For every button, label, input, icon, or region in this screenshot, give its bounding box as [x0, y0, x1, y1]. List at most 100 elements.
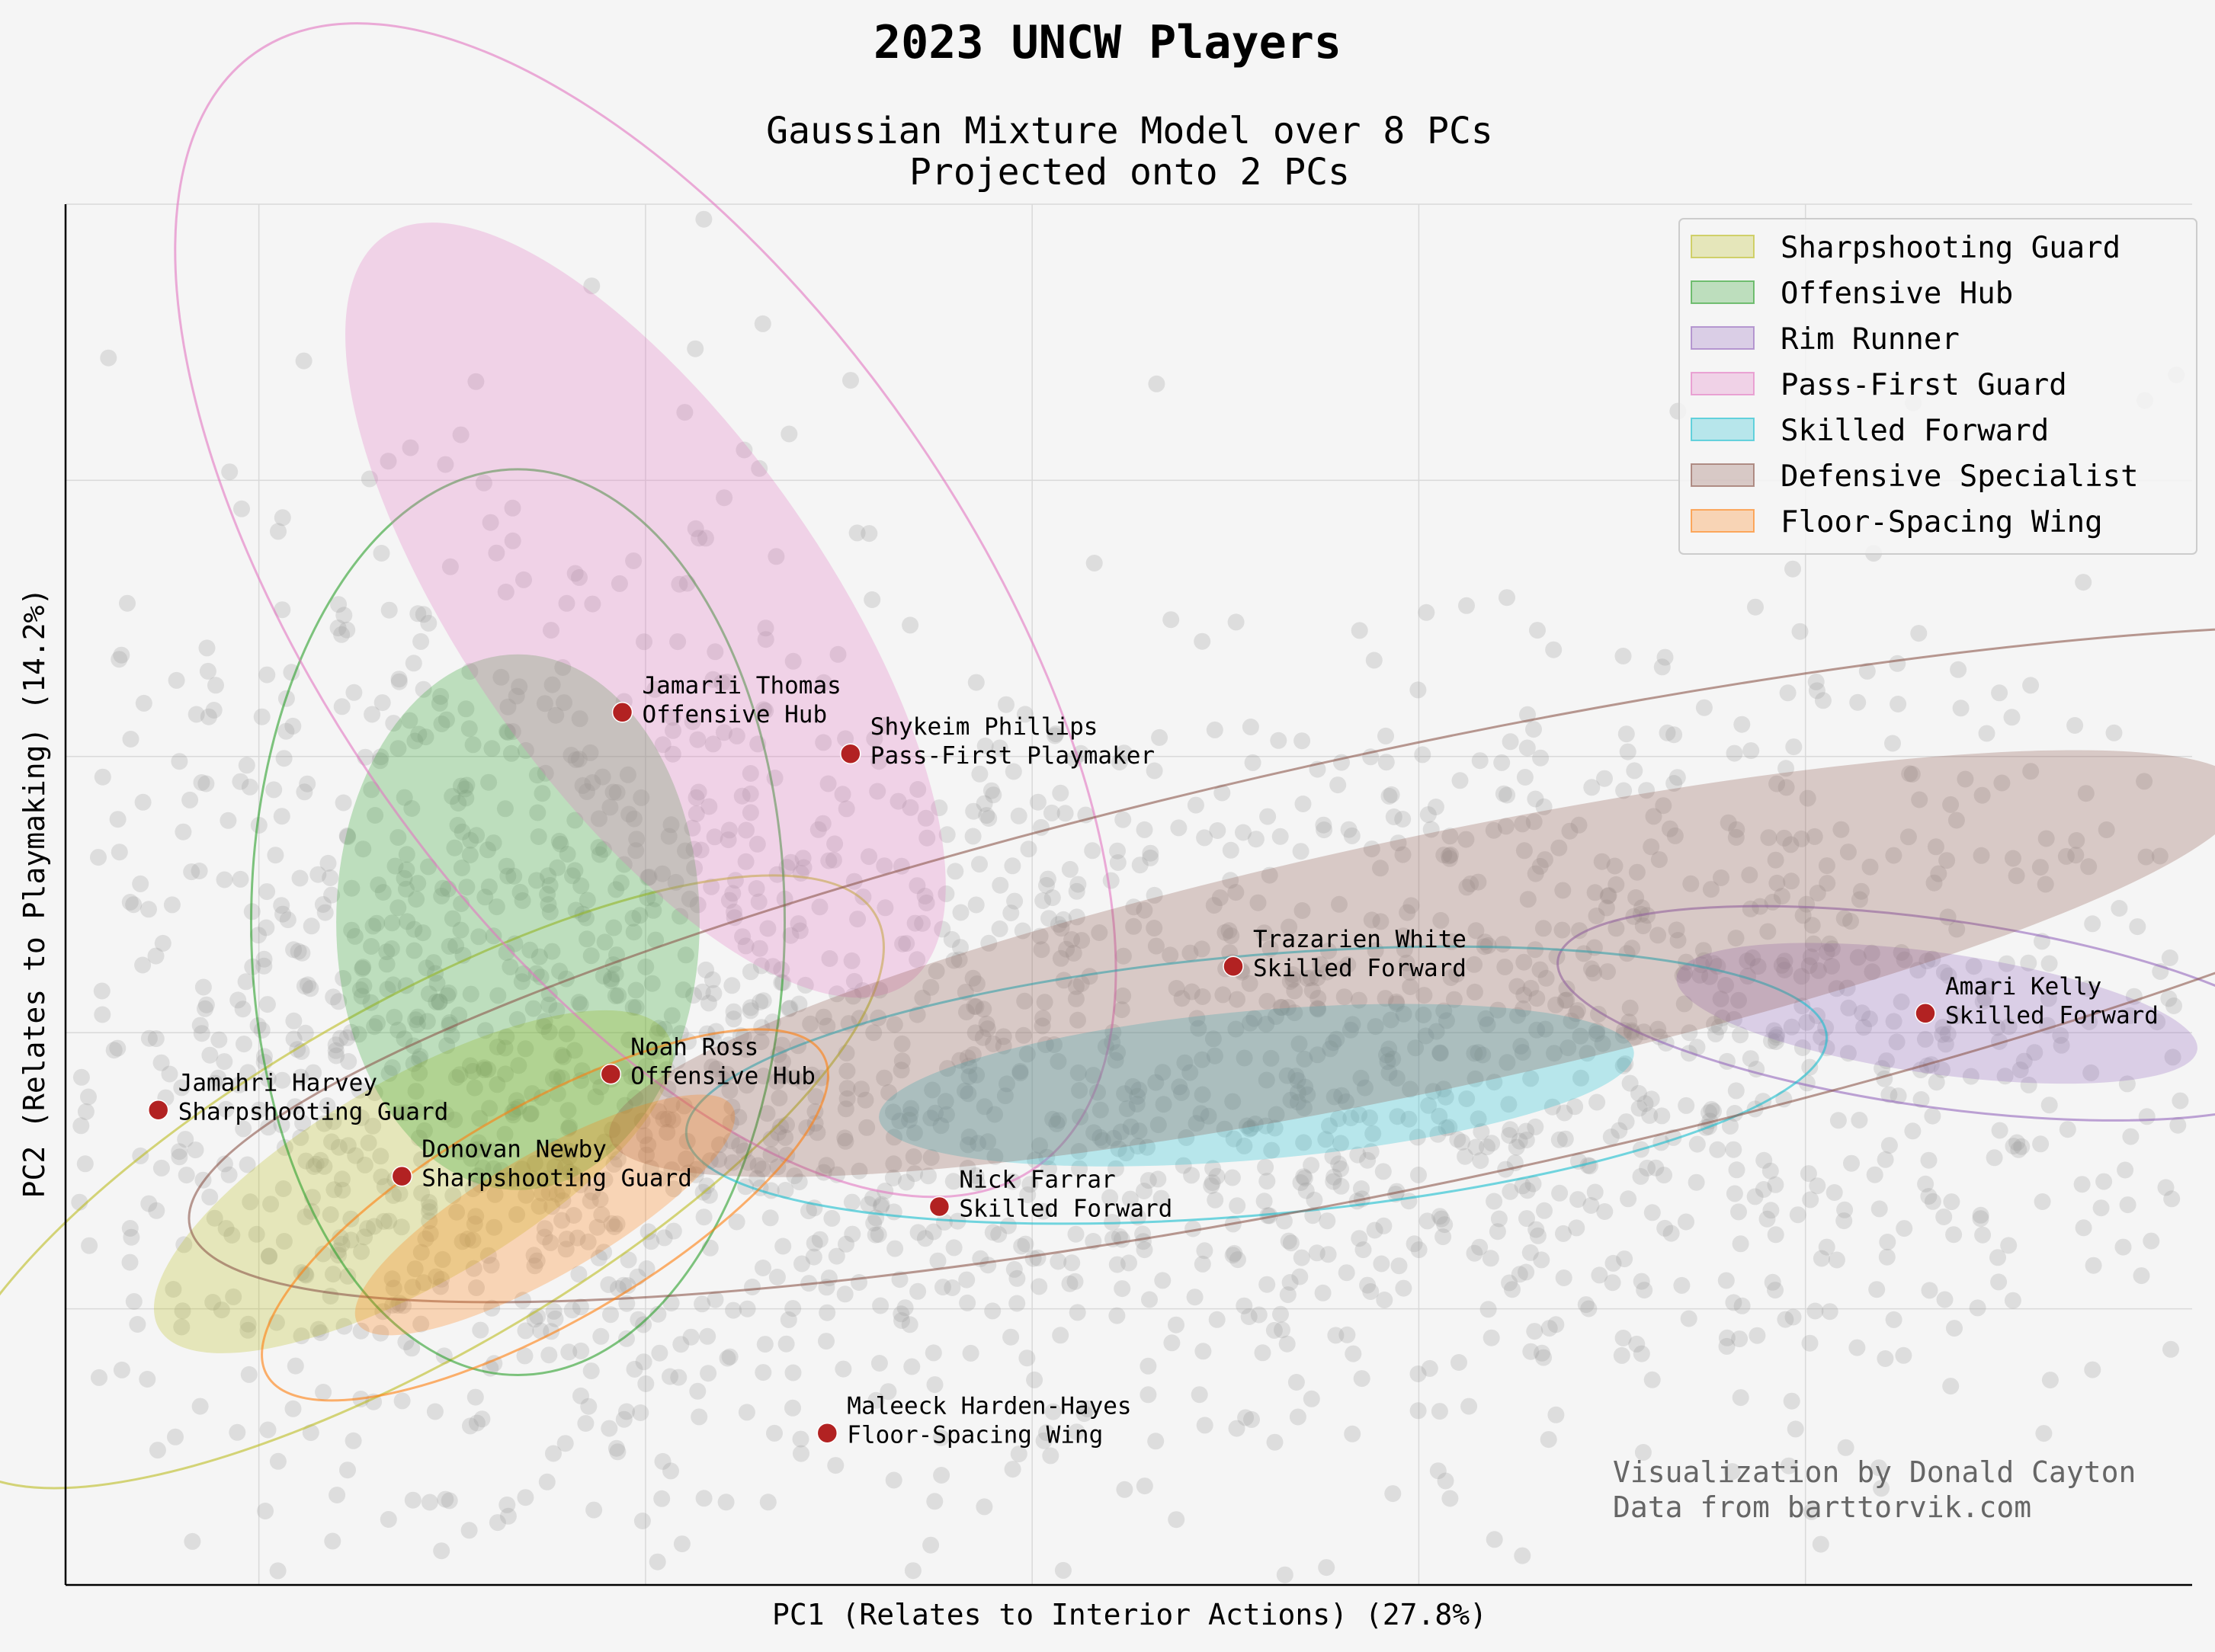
background-point — [515, 571, 532, 588]
background-point — [1254, 1344, 1271, 1362]
background-point — [1547, 996, 1565, 1013]
background-point — [152, 1159, 170, 1177]
background-point — [1331, 895, 1348, 913]
background-point — [610, 987, 627, 1004]
background-point — [1437, 1472, 1454, 1490]
background-point — [421, 1203, 438, 1221]
background-point — [1920, 1151, 1938, 1169]
background-point — [285, 941, 303, 959]
background-point — [476, 1061, 493, 1078]
background-point — [849, 911, 867, 928]
background-point — [1340, 821, 1358, 838]
background-point — [1823, 940, 1841, 958]
background-point — [1924, 950, 1941, 968]
background-point — [2008, 867, 2025, 885]
credit-line-2: Data from barttorvik.com — [1613, 1490, 2031, 1524]
background-point — [1990, 1273, 2008, 1291]
background-point — [1880, 1137, 1898, 1154]
background-point — [1015, 1026, 1032, 1044]
background-point — [902, 1106, 919, 1123]
background-point — [1061, 860, 1079, 878]
background-point — [1615, 782, 1633, 799]
player-point — [1223, 956, 1244, 977]
background-point — [836, 1285, 854, 1303]
background-point — [2084, 1361, 2101, 1378]
background-point — [565, 1207, 582, 1224]
background-point — [609, 1443, 627, 1461]
background-point — [1502, 1183, 1519, 1200]
background-point — [316, 1157, 333, 1175]
background-point — [1528, 990, 1546, 1007]
background-point — [1130, 1081, 1148, 1099]
background-point — [1782, 836, 1800, 853]
background-point — [958, 1004, 975, 1021]
background-point — [405, 942, 423, 959]
background-point — [1223, 1169, 1241, 1186]
background-point — [1284, 971, 1302, 988]
background-point — [1084, 842, 1101, 860]
background-point — [314, 1245, 332, 1263]
background-point — [258, 919, 275, 936]
background-point — [1911, 791, 1928, 808]
background-point — [538, 1473, 556, 1490]
background-point — [564, 867, 581, 885]
background-point — [80, 1088, 97, 1106]
background-point — [213, 1301, 230, 1319]
background-point — [181, 791, 199, 808]
background-point — [922, 978, 940, 996]
background-point — [1466, 1244, 1483, 1262]
background-point — [549, 859, 566, 876]
background-point — [607, 965, 624, 983]
background-point — [1747, 598, 1764, 616]
background-point — [925, 1344, 942, 1362]
background-point — [441, 558, 459, 575]
background-point — [1813, 1250, 1830, 1267]
background-point — [700, 1186, 718, 1204]
background-point — [432, 687, 450, 705]
background-point — [1602, 1129, 1620, 1145]
background-point — [755, 1260, 771, 1276]
background-point — [572, 1176, 589, 1193]
background-point — [1359, 1276, 1377, 1294]
background-point — [628, 831, 646, 848]
background-point — [595, 840, 612, 858]
background-point — [1329, 1110, 1347, 1128]
background-point — [250, 927, 267, 944]
background-point — [579, 1233, 597, 1250]
background-point — [464, 1062, 482, 1080]
background-point — [386, 857, 404, 875]
background-point — [759, 920, 777, 937]
background-point — [925, 1223, 942, 1241]
background-point — [649, 1553, 666, 1570]
background-point — [1502, 1121, 1519, 1138]
background-point — [1500, 1096, 1518, 1113]
background-point — [758, 1105, 776, 1122]
background-point — [1806, 1302, 1824, 1320]
background-point — [867, 1226, 884, 1244]
background-point — [891, 1113, 909, 1130]
background-point — [960, 1058, 978, 1074]
background-point — [2022, 763, 2040, 780]
background-point — [695, 1209, 713, 1226]
background-point — [976, 737, 994, 754]
background-point — [627, 842, 645, 860]
background-point — [1776, 962, 1793, 978]
background-point — [906, 914, 924, 932]
background-point — [570, 1266, 588, 1283]
background-point — [1732, 1026, 1749, 1044]
background-point — [1620, 1190, 1637, 1208]
background-point — [1019, 1186, 1037, 1203]
background-point — [312, 1324, 329, 1341]
background-point — [1568, 1219, 1585, 1237]
background-point — [1479, 1301, 1497, 1318]
chart-subtitle-line-2: Projected onto 2 PCs — [909, 151, 1350, 194]
background-point — [800, 1202, 817, 1220]
background-point — [1274, 1321, 1290, 1339]
background-point — [784, 1364, 802, 1381]
background-point — [1665, 775, 1683, 792]
background-point — [1194, 1051, 1211, 1068]
background-point — [1058, 940, 1075, 958]
background-point — [1372, 860, 1389, 877]
background-point — [1434, 1081, 1452, 1098]
background-point — [1713, 869, 1729, 886]
